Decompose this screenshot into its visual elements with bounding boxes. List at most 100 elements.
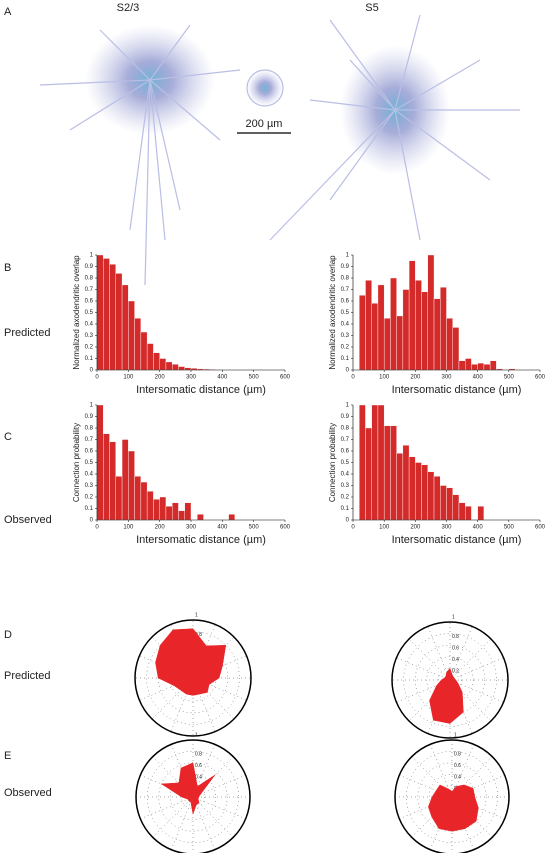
radial-grid-line — [192, 677, 247, 701]
bar — [228, 514, 236, 521]
bar — [146, 491, 154, 521]
radial-tick-label: 0.8 — [454, 752, 461, 758]
radial-grid-line — [192, 774, 246, 798]
bar — [427, 471, 435, 521]
bar — [483, 364, 491, 371]
y-tick-label: 0.3 — [341, 333, 350, 339]
radial-grid-line — [192, 796, 216, 850]
bar — [390, 425, 397, 521]
bar — [477, 362, 485, 371]
radial-grid-line — [427, 679, 451, 734]
radial-tick-circle — [147, 751, 239, 843]
bar — [103, 258, 110, 371]
bar — [121, 439, 129, 521]
radial-tick-circle — [181, 785, 205, 809]
bar — [465, 358, 472, 371]
bar — [396, 453, 404, 521]
radial-grid-line — [429, 744, 453, 798]
bar — [184, 502, 192, 521]
radial-tick-circle — [169, 773, 217, 821]
radial-tick-circle — [134, 619, 252, 737]
bar — [359, 404, 366, 521]
y-tick-label: 1 — [90, 403, 94, 409]
column-title: S2/3 — [117, 2, 140, 14]
bar — [178, 510, 185, 521]
radial-tick-circle — [417, 762, 487, 832]
bar — [458, 502, 466, 521]
y-tick-label: 0.9 — [85, 414, 94, 420]
bar — [197, 514, 204, 521]
bar — [359, 295, 366, 371]
panel-label: B — [4, 262, 11, 274]
y-tick-label: 1 — [90, 253, 94, 259]
y-tick-label: 0.4 — [341, 472, 350, 478]
y-tick-label: 0.8 — [85, 426, 94, 432]
bar — [421, 464, 429, 521]
radial-grid-line — [451, 756, 493, 798]
x-tick-label: 400 — [473, 375, 484, 381]
y-axis-title: Connection probability — [72, 423, 81, 502]
radial-grid-line — [140, 796, 194, 820]
x-tick-label: 200 — [410, 375, 421, 381]
radial-tick-label: 1 — [195, 612, 198, 618]
bar — [402, 445, 410, 521]
x-tick-label: 0 — [351, 525, 355, 531]
y-tick-label: 0.2 — [341, 345, 350, 351]
y-tick-label: 0.6 — [341, 299, 350, 305]
radial-grid-line — [449, 679, 504, 703]
radial-tick-circle — [394, 739, 510, 853]
radial-tick-circle — [403, 633, 497, 727]
y-tick-label: 0 — [90, 518, 94, 524]
bar — [115, 476, 123, 521]
bar — [109, 441, 116, 521]
radial-tick-label: 0.8 — [195, 632, 202, 638]
x-tick-label: 100 — [123, 525, 134, 531]
y-tick-label: 0.9 — [85, 264, 94, 270]
panel-label: E — [4, 750, 11, 762]
y-tick-label: 0.2 — [85, 495, 94, 501]
radial-grid-line — [396, 679, 451, 703]
bar — [140, 331, 148, 371]
radial-grid-line — [451, 744, 475, 798]
polar-area — [160, 762, 216, 816]
panel-label: A — [4, 6, 12, 18]
x-tick-label: 400 — [473, 525, 484, 531]
radial-grid-line — [427, 626, 451, 681]
radial-tick-label: 0.4 — [195, 775, 202, 781]
radial-grid-line — [139, 677, 194, 701]
y-tick-label: 0.4 — [341, 322, 350, 328]
bar — [159, 496, 167, 521]
y-tick-label: 0.7 — [341, 437, 350, 443]
row-label: Predicted — [4, 670, 50, 682]
y-tick-label: 0.4 — [85, 472, 94, 478]
bar — [396, 315, 404, 371]
bar — [452, 327, 460, 371]
bar — [458, 360, 466, 371]
x-tick-label: 400 — [217, 375, 228, 381]
bar — [165, 361, 173, 371]
y-tick-label: 0.4 — [85, 322, 94, 328]
x-axis-title: Intersomatic distance (µm) — [392, 534, 522, 546]
y-tick-label: 0.1 — [341, 356, 350, 362]
y-tick-label: 0.8 — [85, 276, 94, 282]
y-tick-label: 0.7 — [85, 287, 94, 293]
x-tick-label: 200 — [155, 375, 166, 381]
y-tick-label: 0.5 — [341, 460, 350, 466]
bar — [415, 462, 422, 521]
bar — [134, 318, 142, 371]
radial-grid-line — [192, 796, 246, 820]
x-tick-label: 500 — [249, 375, 260, 381]
x-tick-label: 500 — [504, 525, 515, 531]
bar — [440, 485, 447, 521]
x-axis-title: Intersomatic distance (µm) — [136, 384, 266, 396]
column-title: S5 — [365, 2, 378, 14]
row-label: Predicted — [4, 327, 50, 339]
radial-grid-line — [408, 638, 451, 681]
radial-grid-line — [192, 636, 235, 679]
y-tick-label: 0.5 — [85, 310, 94, 316]
bar — [146, 343, 154, 371]
bar — [371, 404, 379, 521]
y-tick-label: 0.6 — [85, 299, 94, 305]
x-tick-label: 100 — [379, 525, 390, 531]
